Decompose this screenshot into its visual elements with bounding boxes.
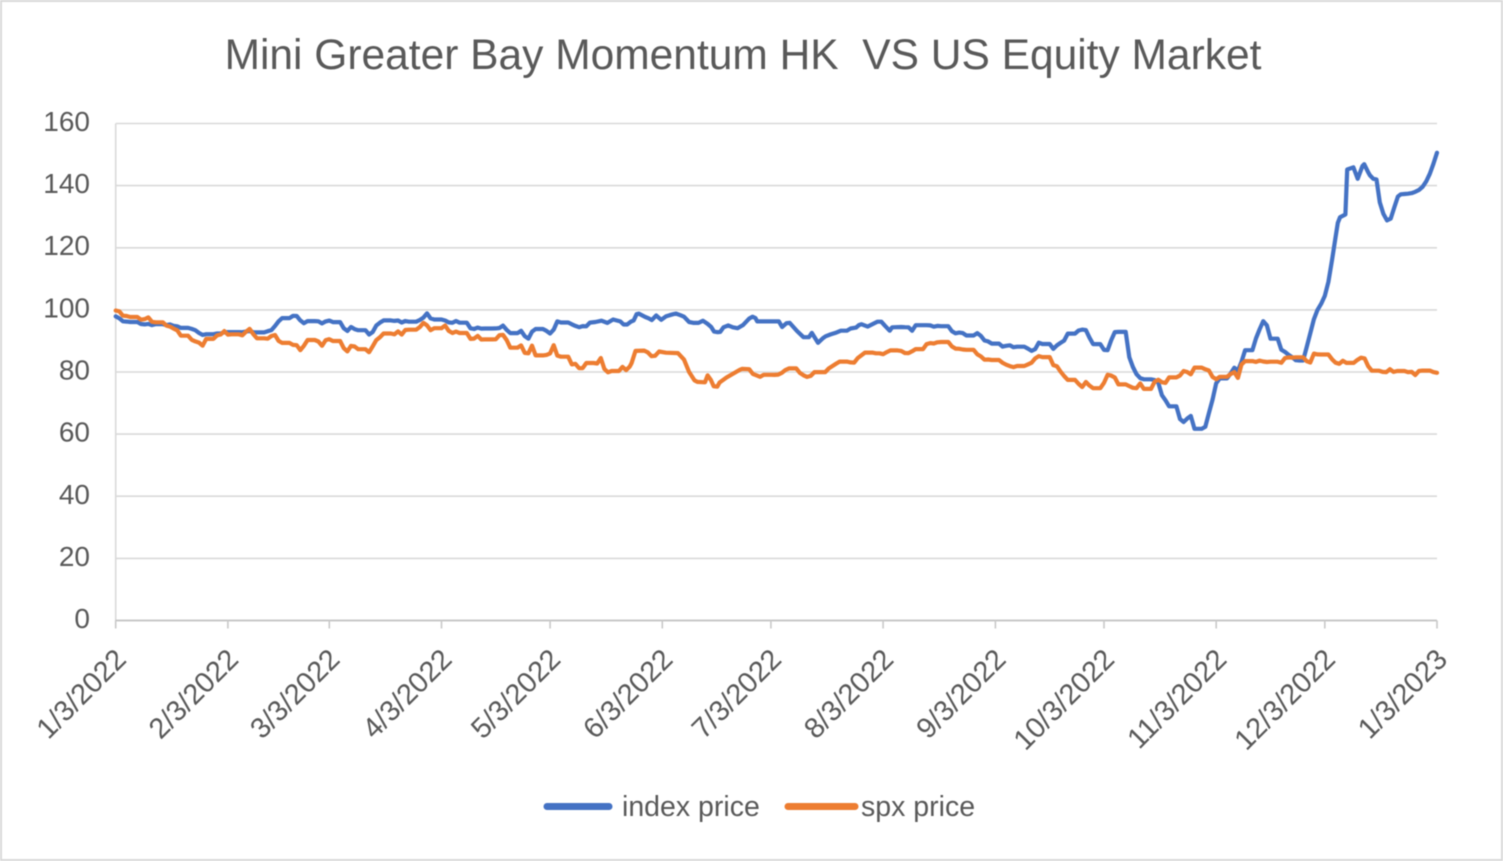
svg-text:160: 160: [43, 106, 90, 137]
svg-text:140: 140: [43, 168, 90, 199]
svg-text:40: 40: [59, 479, 90, 510]
svg-text:index price: index price: [622, 791, 760, 823]
svg-text:60: 60: [59, 417, 90, 448]
svg-text:100: 100: [43, 292, 90, 323]
svg-text:spx price: spx price: [861, 791, 975, 823]
svg-text:80: 80: [59, 355, 90, 386]
svg-text:20: 20: [59, 541, 90, 572]
svg-text:0: 0: [74, 603, 90, 634]
svg-text:120: 120: [43, 230, 90, 261]
svg-text:Mini Greater Bay Momentum HK: Mini Greater Bay Momentum HK VS US Equit…: [225, 32, 1262, 79]
